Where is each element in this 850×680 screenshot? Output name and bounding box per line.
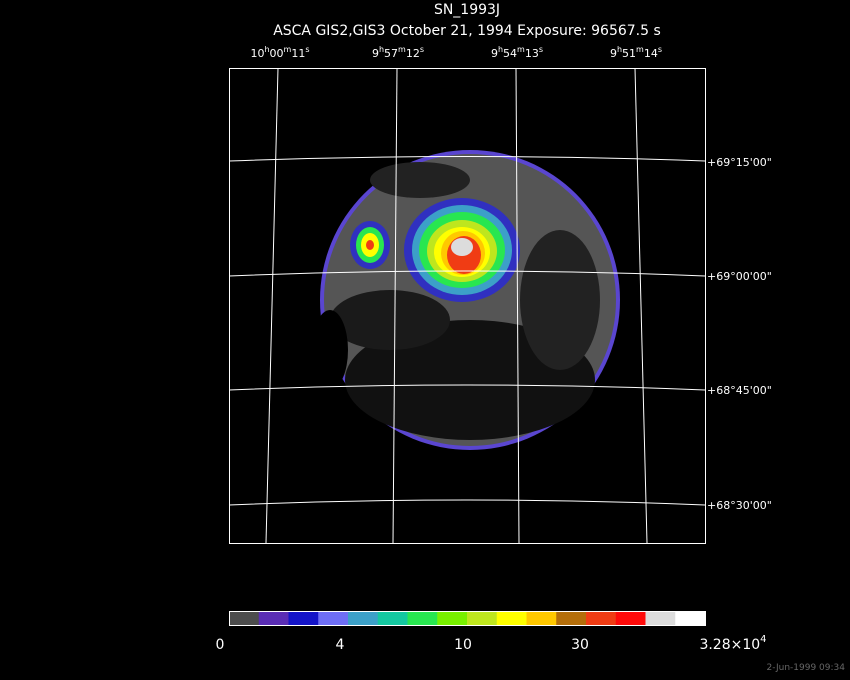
- ra-unit: m: [284, 45, 292, 54]
- colorbar-segment: [258, 611, 289, 625]
- colorbar-segment: [615, 611, 646, 625]
- colorbar-segment: [675, 611, 706, 625]
- colorbar-segment: [229, 611, 260, 625]
- colorbar-segment: [645, 611, 676, 625]
- colorbar-segment: [467, 611, 498, 625]
- ra-value: 9: [491, 47, 498, 60]
- ra-unit: m: [398, 45, 406, 54]
- colorbar-segment: [556, 611, 587, 625]
- ra-value: 11: [291, 47, 305, 60]
- ra-value: 14: [644, 47, 658, 60]
- ra-unit: s: [420, 45, 424, 54]
- dec-label: +69°15'00": [707, 156, 772, 169]
- colorbar-segment: [348, 611, 379, 625]
- colorbar-segment: [377, 611, 408, 625]
- ra-value: 10: [250, 47, 264, 60]
- colorbar-segment: [437, 611, 468, 625]
- ra-label: 10h00m11s: [250, 45, 309, 60]
- dec-label: +68°45'00": [707, 384, 772, 397]
- colorbar-segment: [586, 611, 617, 625]
- ra-unit: h: [617, 45, 622, 54]
- timestamp: 2-Jun-1999 09:34: [767, 663, 846, 673]
- colorbar-segment: [318, 611, 349, 625]
- ra-unit: h: [264, 45, 269, 54]
- ra-unit: m: [517, 45, 525, 54]
- ra-unit: s: [539, 45, 543, 54]
- ra-value: 9: [372, 47, 379, 60]
- dec-label: +69°00'00": [707, 270, 772, 283]
- colorbar-label: 10: [454, 637, 472, 653]
- xray-image: [312, 150, 620, 450]
- colorbar-label: 30: [571, 637, 589, 653]
- ra-label: 9h57m12s: [372, 45, 424, 60]
- colorbar-frame: [229, 611, 706, 626]
- colorbar-segment: [526, 611, 557, 625]
- colorbar-segment: [288, 611, 319, 625]
- ra-unit: s: [305, 45, 309, 54]
- mantissa: 3.28×10: [699, 637, 760, 653]
- colorbar-segment: [496, 611, 527, 625]
- ra-unit: s: [658, 45, 662, 54]
- ra-value: 13: [525, 47, 539, 60]
- ra-value: 00: [270, 47, 284, 60]
- ra-unit: m: [636, 45, 644, 54]
- coordinate-grid: [228, 67, 706, 544]
- subtitle: ASCA GIS2,GIS3 October 21, 1994 Exposure…: [273, 23, 661, 39]
- colorbar: 0 4 10 30 3.28×104: [216, 611, 767, 653]
- ra-value: 57: [384, 47, 398, 60]
- colorbar-max-label: 3.28×104: [699, 634, 766, 653]
- ra-labels: 10h00m11s 9h57m12s 9h54m13s 9h51m14s: [250, 45, 662, 60]
- ra-label: 9h54m13s: [491, 45, 543, 60]
- colorbar-label: 4: [336, 637, 345, 653]
- title: SN_1993J: [434, 2, 500, 18]
- dec-labels: +69°15'00" +69°00'00" +68°45'00" +68°30'00": [707, 156, 772, 512]
- dec-label: +68°30'00": [707, 499, 772, 512]
- colorbar-segment: [407, 611, 438, 625]
- ra-unit: h: [379, 45, 384, 54]
- ra-value: 54: [503, 47, 517, 60]
- ra-unit: h: [498, 45, 503, 54]
- ra-value: 12: [406, 47, 420, 60]
- exponent: 4: [760, 634, 766, 645]
- ra-value: 51: [622, 47, 636, 60]
- colorbar-label: 0: [216, 637, 225, 653]
- ra-label: 9h51m14s: [610, 45, 662, 60]
- ra-value: 9: [610, 47, 617, 60]
